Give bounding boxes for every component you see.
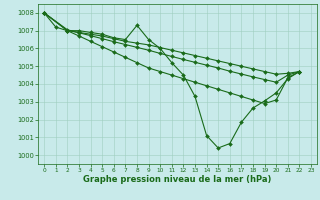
X-axis label: Graphe pression niveau de la mer (hPa): Graphe pression niveau de la mer (hPa): [84, 175, 272, 184]
